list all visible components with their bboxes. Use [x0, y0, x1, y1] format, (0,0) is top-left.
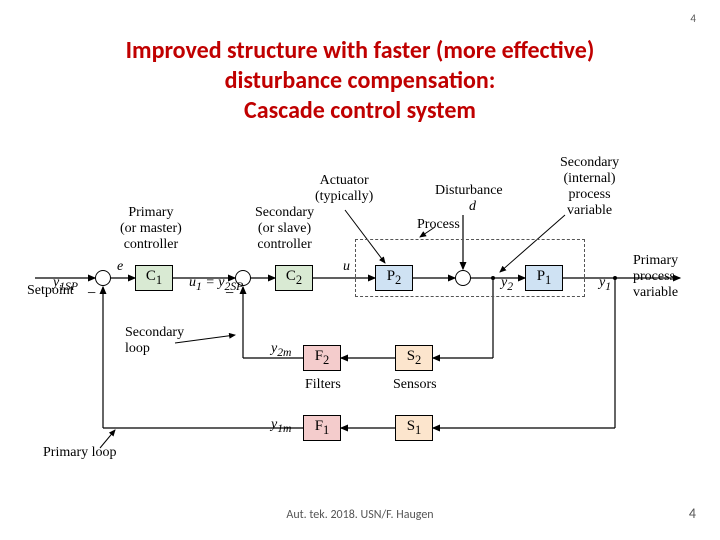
- page-number-bottom: 4: [689, 505, 696, 522]
- block-c1: C1: [135, 265, 173, 291]
- signal-y1m: y1m: [257, 401, 291, 451]
- slide-footer: Aut. tek. 2018. USN/F. Haugen: [0, 508, 720, 522]
- block-s2-label: S2: [407, 348, 422, 368]
- block-s1-label: S1: [407, 418, 422, 438]
- signal-d: d: [469, 199, 476, 215]
- label-filters: Filters: [305, 377, 341, 393]
- label-process: Process: [417, 217, 460, 233]
- block-p1-label: P1: [537, 268, 552, 288]
- signal-y1sp: y1SP: [39, 259, 78, 309]
- block-f1: F1: [303, 415, 341, 441]
- signal-u: u: [343, 259, 350, 275]
- label-primary-pv: Primary process variable: [633, 253, 678, 301]
- title-line-3: Cascade control system: [0, 96, 720, 126]
- signal-y1: y1: [585, 259, 611, 309]
- block-f2-label: F2: [315, 348, 330, 368]
- page-number-top: 4: [690, 12, 696, 25]
- label-actuator: Actuator (typically): [315, 173, 373, 205]
- cascade-control-diagram: − − C1 C2 P2 P1 F2 S2 F1 S1 Primary (or …: [25, 155, 695, 465]
- slide-title: Improved structure with faster (more eff…: [0, 36, 720, 126]
- signal-e: e: [117, 259, 123, 275]
- block-s2: S2: [395, 345, 433, 371]
- signal-y2: y2: [487, 259, 513, 309]
- block-p2: P2: [375, 265, 413, 291]
- title-line-2: disturbance compensation:: [0, 66, 720, 96]
- label-disturbance: Disturbance: [435, 183, 503, 199]
- signal-y2m: y2m: [257, 325, 291, 375]
- label-secondary-pv: Secondary (internal) process variable: [560, 155, 619, 219]
- block-c2-label: C2: [286, 268, 302, 288]
- label-primary-loop: Primary loop: [43, 445, 117, 461]
- label-secondary-controller: Secondary (or slave) controller: [255, 205, 314, 253]
- block-p2-label: P2: [387, 268, 402, 288]
- sum-junction-1: [95, 270, 111, 286]
- block-c1-label: C1: [146, 268, 162, 288]
- label-primary-controller: Primary (or master) controller: [120, 205, 182, 253]
- block-p1: P1: [525, 265, 563, 291]
- title-line-1: Improved structure with faster (more eff…: [0, 36, 720, 66]
- label-secondary-loop: Secondary loop: [125, 325, 184, 357]
- minus-sign-1: −: [87, 285, 96, 303]
- label-sensors: Sensors: [393, 377, 437, 393]
- signal-u1-eq-y2sp: u1 = y2SP: [175, 259, 243, 309]
- block-c2: C2: [275, 265, 313, 291]
- block-s1: S1: [395, 415, 433, 441]
- sum-junction-3: [455, 270, 471, 286]
- block-f2: F2: [303, 345, 341, 371]
- block-f1-label: F1: [315, 418, 330, 438]
